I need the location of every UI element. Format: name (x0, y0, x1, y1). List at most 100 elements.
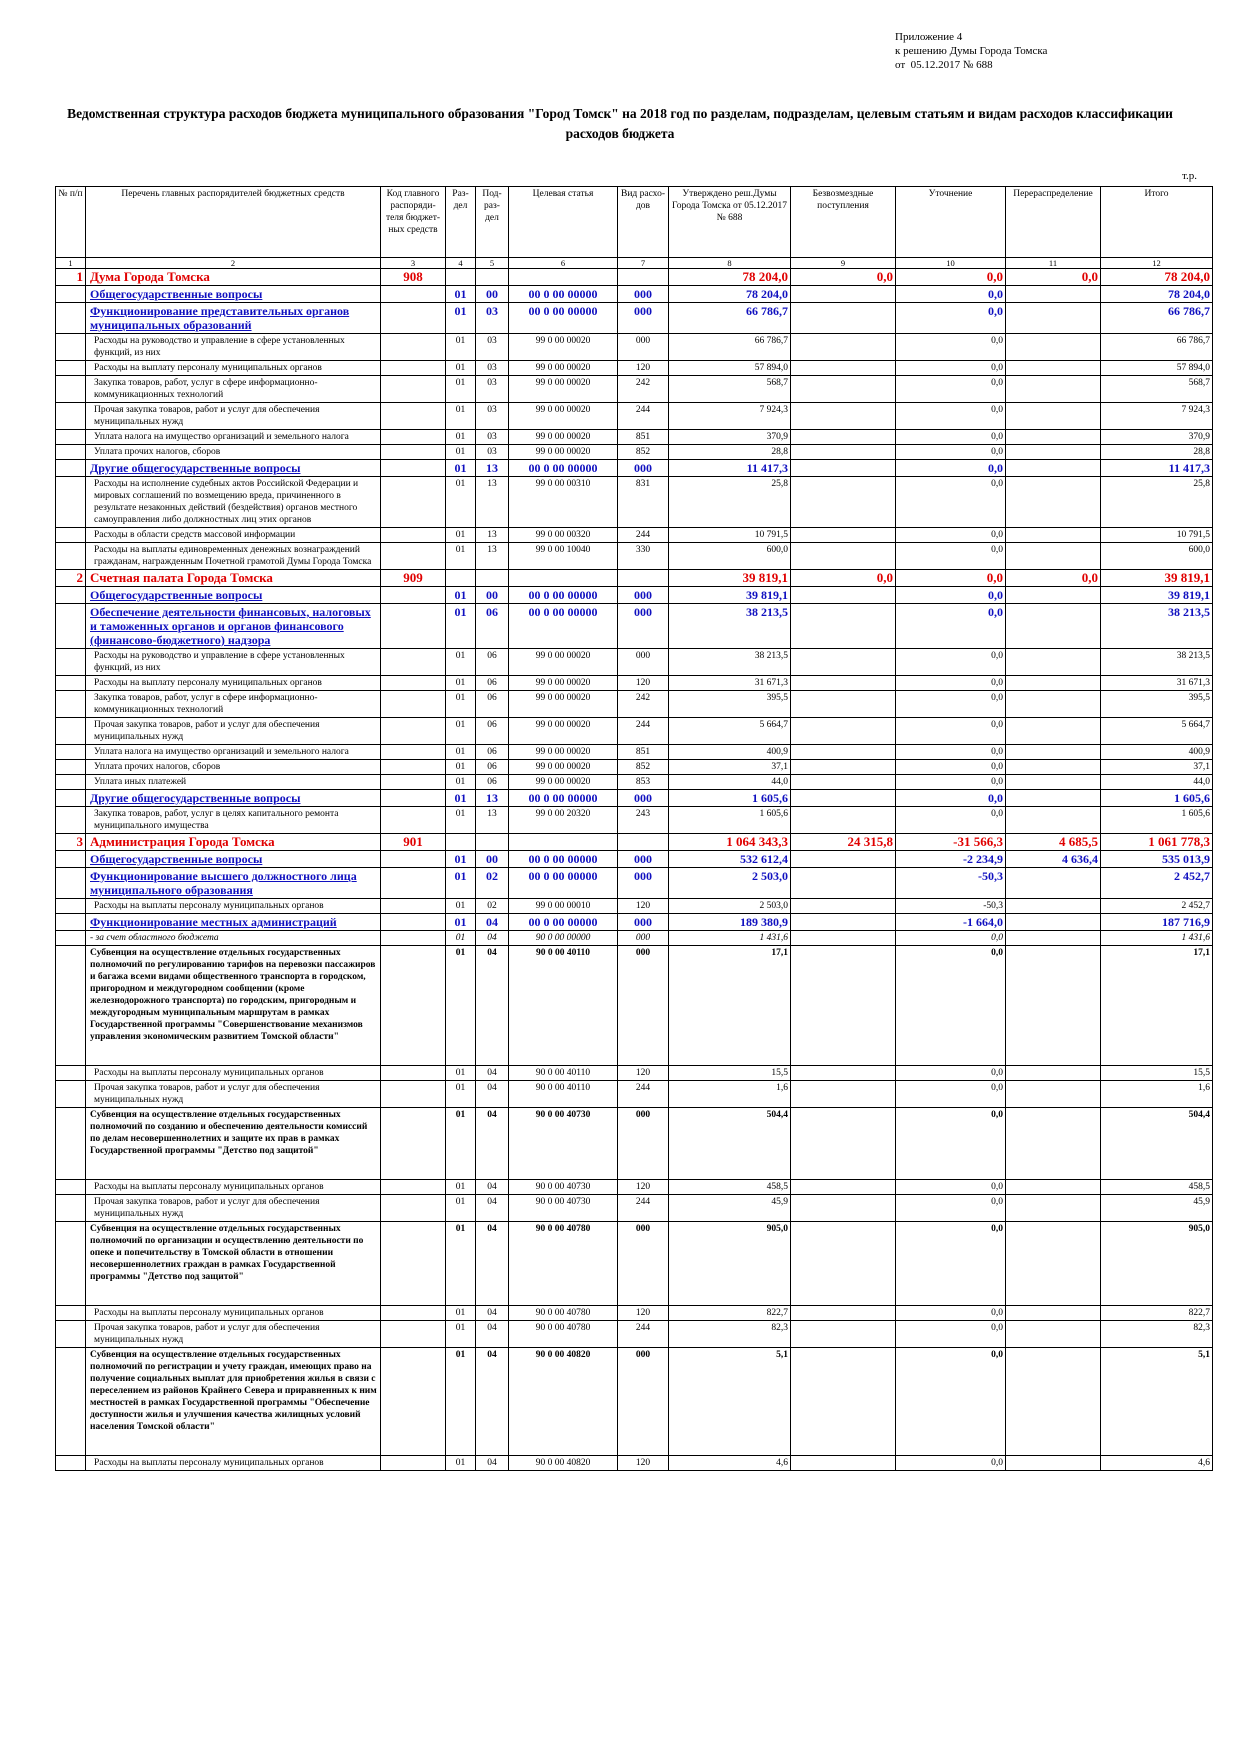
table-cell: 0,0 (895, 1107, 1006, 1180)
table-cell: 01 (445, 333, 476, 361)
table-body: 1 Дума Города Томска 908 78 204,0 0,0 0,0 0,0 7… (55, 268, 1213, 1471)
appendix: Приложение 4 к решению Думы Города Томск… (895, 30, 1047, 72)
table-row: Функционирование местных администраций 01… (55, 913, 1213, 931)
table-cell (55, 1347, 86, 1456)
table-cell: Уплата прочих налогов, сборов (85, 444, 381, 460)
table-cell: 0,0 (895, 690, 1006, 718)
table-cell: Расходы на выплаты персоналу муниципальн… (85, 1305, 381, 1321)
table-cell (1005, 648, 1101, 676)
table-cell (445, 833, 476, 851)
budget-table: № п/п Перечень главных распорядителей бюд… (55, 186, 1213, 1471)
table-cell: 04 (475, 1455, 509, 1471)
table-cell (1005, 1065, 1101, 1081)
table-cell (790, 1179, 896, 1195)
table-cell (1005, 333, 1101, 361)
table-cell (380, 774, 446, 790)
table-cell: 66 786,7 (668, 302, 791, 334)
table-cell (1005, 690, 1101, 718)
table-cell (55, 913, 86, 931)
table-cell: 99 0 00 00020 (508, 429, 618, 445)
table-cell: 03 (475, 375, 509, 403)
table-cell (1005, 945, 1101, 1066)
table-cell: 99 0 00 00020 (508, 774, 618, 790)
table-cell: 00 0 00 00000 (508, 850, 618, 868)
table-row: Функционирование представительных органо… (55, 302, 1213, 334)
table-cell: -1 664,0 (895, 913, 1006, 931)
column-header: Под-раз-дел (475, 186, 509, 258)
table-cell (508, 833, 618, 851)
column-number: 9 (790, 257, 896, 269)
table-cell: 90 0 00 40780 (508, 1320, 618, 1348)
table-cell (380, 375, 446, 403)
table-cell: 00 0 00 00000 (508, 459, 618, 477)
table-cell: 0,0 (895, 429, 1006, 445)
table-cell: 0,0 (895, 333, 1006, 361)
table-cell: 535 013,9 (1100, 850, 1213, 868)
table-cell: Уплата прочих налогов, сборов (85, 759, 381, 775)
table-cell: 01 (445, 1221, 476, 1306)
table-cell: 01 (445, 675, 476, 691)
table-cell: 01 (445, 1320, 476, 1348)
table-cell: 57 894,0 (1100, 360, 1213, 376)
table-cell: 01 (445, 1347, 476, 1456)
table-cell (55, 476, 86, 528)
table-cell (790, 542, 896, 570)
table-cell: 0,0 (895, 675, 1006, 691)
table-cell: 00 0 00 00000 (508, 867, 618, 899)
table-cell (1005, 360, 1101, 376)
table-cell: 00 0 00 00000 (508, 285, 618, 303)
table-cell: 504,4 (1100, 1107, 1213, 1180)
table-cell: 1,6 (668, 1080, 791, 1108)
table-cell: 04 (475, 1194, 509, 1222)
table-cell: 000 (617, 459, 669, 477)
table-cell: 38 213,5 (668, 648, 791, 676)
table-row: Функционирование высшего должностного ли… (55, 867, 1213, 899)
table-row: Расходы на руководство и управление в сф… (55, 333, 1213, 361)
table-cell (380, 333, 446, 361)
table-cell: 02 (475, 867, 509, 899)
table-cell (380, 1320, 446, 1348)
table-cell: 01 (445, 850, 476, 868)
table-cell: 10 791,5 (1100, 527, 1213, 543)
table-cell: 17,1 (1100, 945, 1213, 1066)
table-cell: 15,5 (668, 1065, 791, 1081)
table-cell: 0,0 (790, 569, 896, 587)
column-number-row: 1 2 3 4 5 6 7 8 9 10 11 12 (55, 257, 1213, 269)
table-cell: Расходы на исполнение судебных актов Рос… (85, 476, 381, 528)
table-row: Прочая закупка товаров, работ и услуг дл… (55, 1080, 1213, 1108)
table-cell: 000 (617, 333, 669, 361)
table-cell (55, 717, 86, 745)
table-cell: 853 (617, 774, 669, 790)
table-cell: 1 605,6 (1100, 789, 1213, 807)
table-row: Субвенция на осуществление отдельных гос… (55, 945, 1213, 1066)
table-cell: 90 0 00 00000 (508, 930, 618, 946)
table-cell: Прочая закупка товаров, работ и услуг дл… (85, 402, 381, 430)
table-row: Расходы на выплаты единовременных денежн… (55, 542, 1213, 570)
table-cell: 242 (617, 690, 669, 718)
table-cell: 000 (617, 945, 669, 1066)
table-cell (790, 759, 896, 775)
table-cell: Прочая закупка товаров, работ и услуг дл… (85, 1194, 381, 1222)
table-cell: 000 (617, 867, 669, 899)
table-cell (55, 806, 86, 834)
table-row: Общегосударственные вопросы 01 00 00 0 00 0… (55, 285, 1213, 303)
table-cell (790, 945, 896, 1066)
document-title: Ведомственная структура расходов бюджета… (67, 106, 1173, 141)
table-cell (1005, 375, 1101, 403)
table-row: Общегосударственные вопросы 01 00 00 0 00 0… (55, 850, 1213, 868)
table-cell: 03 (475, 302, 509, 334)
table-cell: Обеспечение деятельности финансовых, нал… (85, 603, 381, 649)
table-cell: 2 (55, 569, 86, 587)
table-cell: 0,0 (895, 459, 1006, 477)
table-cell (1005, 774, 1101, 790)
table-cell (55, 675, 86, 691)
table-cell (790, 774, 896, 790)
table-cell: 44,0 (668, 774, 791, 790)
table-cell: 00 0 00 00000 (508, 603, 618, 649)
table-cell (790, 527, 896, 543)
table-row: Расходы на выплаты персоналу муниципальн… (55, 1065, 1213, 1081)
table-cell: 24 315,8 (790, 833, 896, 851)
table-cell: Расходы на выплаты персоналу муниципальн… (85, 1455, 381, 1471)
table-cell: 0,0 (1005, 569, 1101, 587)
